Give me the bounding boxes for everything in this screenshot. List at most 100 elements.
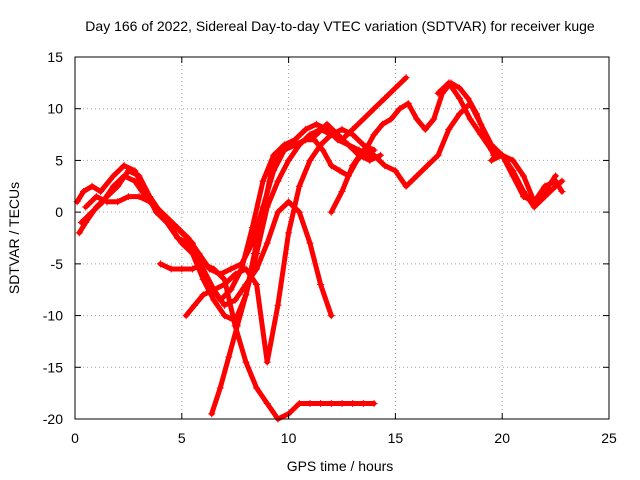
data-point (319, 146, 327, 154)
data-point (156, 260, 164, 268)
data-point (221, 312, 229, 320)
y-axis-title: SDTVAR / TECUs (6, 182, 22, 294)
x-tick-label: 0 (71, 430, 79, 446)
data-point (370, 399, 378, 407)
data-point (306, 156, 314, 164)
data-point (477, 131, 485, 139)
data-point (381, 162, 389, 170)
data-point (509, 156, 517, 164)
data-point (488, 146, 496, 154)
data-point (253, 281, 261, 289)
data-point (464, 94, 472, 102)
data-point (120, 172, 128, 180)
series-line (157, 261, 377, 422)
data-point (327, 162, 335, 170)
series-arc-9 (434, 79, 560, 206)
data-point (327, 312, 335, 320)
data-point (285, 229, 293, 237)
data-point (520, 187, 528, 195)
series-line (78, 121, 373, 277)
y-tick-label: 0 (55, 204, 63, 220)
data-point (263, 358, 271, 366)
y-tick-label: 15 (47, 49, 63, 65)
data-point (349, 131, 357, 139)
data-point (120, 162, 128, 170)
data-point (379, 120, 387, 128)
data-point (124, 193, 132, 201)
data-point (182, 312, 190, 320)
series-line (489, 152, 565, 210)
data-point (242, 291, 250, 299)
data-point (188, 239, 196, 247)
series-arc-10 (488, 151, 566, 211)
data-point (498, 151, 506, 159)
data-point (263, 239, 271, 247)
y-tick-label: 5 (55, 152, 63, 168)
data-point (404, 100, 412, 108)
data-point (285, 141, 293, 149)
data-point (302, 136, 310, 144)
series-arc-4 (82, 193, 335, 320)
data-point (109, 172, 117, 180)
data-point (338, 187, 346, 195)
data-point (216, 384, 224, 392)
data-point (520, 172, 528, 180)
data-point (338, 125, 346, 133)
data-point (167, 265, 175, 273)
data-point (552, 182, 560, 190)
series-layer (73, 74, 566, 423)
grid (75, 57, 609, 419)
series-arc-5 (156, 260, 378, 423)
data-point (530, 203, 538, 211)
data-point (242, 358, 250, 366)
data-point (302, 125, 310, 133)
data-point (242, 265, 250, 273)
data-point (327, 208, 335, 216)
data-point (312, 120, 320, 128)
data-point (274, 208, 282, 216)
data-point (402, 182, 410, 190)
data-point (199, 260, 207, 268)
data-point (391, 167, 399, 175)
data-point (259, 208, 267, 216)
data-point (221, 301, 229, 309)
data-point (310, 136, 318, 144)
data-point (295, 399, 303, 407)
series-line (74, 121, 383, 303)
data-point (376, 151, 384, 159)
data-point (370, 105, 378, 113)
series-line (183, 126, 377, 365)
data-point (178, 265, 186, 273)
data-point (413, 115, 421, 123)
data-point (344, 141, 352, 149)
data-point (210, 296, 218, 304)
data-point (421, 125, 429, 133)
data-point (488, 156, 496, 164)
y-tick-label: 10 (47, 101, 63, 117)
data-point (82, 203, 90, 211)
data-point (359, 399, 367, 407)
series-arc-6 (182, 125, 378, 366)
data-point (423, 162, 431, 170)
data-point (455, 110, 463, 118)
x-axis-title: GPS time / hours (287, 458, 394, 474)
data-point (227, 265, 235, 273)
data-point (225, 353, 233, 361)
data-point (285, 156, 293, 164)
data-point (295, 208, 303, 216)
data-point (466, 100, 474, 108)
data-point (323, 120, 331, 128)
series-line (209, 80, 505, 417)
data-point (131, 167, 139, 175)
data-point (434, 151, 442, 159)
data-point (327, 131, 335, 139)
x-tick-label: 5 (178, 430, 186, 446)
data-point (359, 115, 367, 123)
data-point (253, 384, 261, 392)
data-point (268, 167, 276, 175)
data-point (135, 193, 143, 201)
data-point (359, 146, 367, 154)
data-point (338, 399, 346, 407)
data-point (114, 198, 122, 206)
data-point (434, 89, 442, 97)
